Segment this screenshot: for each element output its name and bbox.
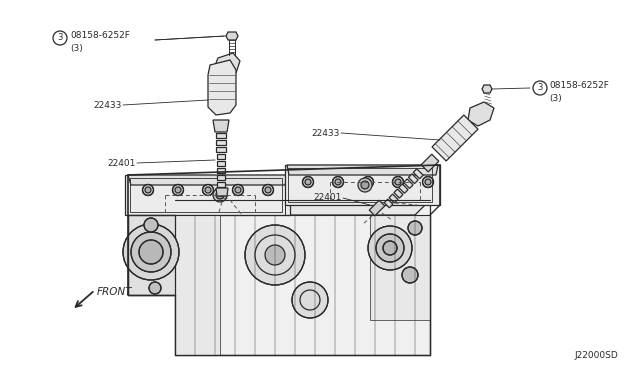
Polygon shape xyxy=(175,200,430,215)
Polygon shape xyxy=(128,215,175,295)
Circle shape xyxy=(143,185,154,196)
Polygon shape xyxy=(226,32,238,40)
Polygon shape xyxy=(216,188,228,196)
Circle shape xyxy=(145,187,151,193)
Circle shape xyxy=(213,188,227,202)
Polygon shape xyxy=(214,53,240,76)
Circle shape xyxy=(368,226,412,270)
Text: 08158-6252F: 08158-6252F xyxy=(70,31,130,39)
Text: 3: 3 xyxy=(58,33,63,42)
Circle shape xyxy=(408,221,422,235)
Polygon shape xyxy=(128,175,288,185)
Polygon shape xyxy=(482,85,492,93)
Circle shape xyxy=(425,179,431,185)
Polygon shape xyxy=(213,120,229,132)
Circle shape xyxy=(232,185,243,196)
Text: 3: 3 xyxy=(538,83,543,93)
Polygon shape xyxy=(370,215,430,320)
Circle shape xyxy=(362,176,374,187)
Polygon shape xyxy=(218,182,225,187)
Polygon shape xyxy=(216,147,226,152)
Circle shape xyxy=(202,185,214,196)
Polygon shape xyxy=(369,200,385,216)
Text: 22433: 22433 xyxy=(312,128,340,138)
Circle shape xyxy=(173,185,184,196)
Text: (3): (3) xyxy=(70,44,83,53)
Polygon shape xyxy=(394,189,403,198)
Polygon shape xyxy=(432,115,478,161)
Circle shape xyxy=(333,176,344,187)
Polygon shape xyxy=(389,194,398,203)
Polygon shape xyxy=(404,179,413,188)
Circle shape xyxy=(392,176,403,187)
Text: 08158-6252F: 08158-6252F xyxy=(549,80,609,90)
Polygon shape xyxy=(217,161,225,166)
Circle shape xyxy=(139,240,163,264)
Text: 22433: 22433 xyxy=(93,100,122,109)
Circle shape xyxy=(144,218,158,232)
Polygon shape xyxy=(216,140,226,145)
Circle shape xyxy=(395,179,401,185)
Circle shape xyxy=(235,187,241,193)
Circle shape xyxy=(131,232,171,272)
Circle shape xyxy=(422,176,433,187)
Circle shape xyxy=(402,267,418,283)
Polygon shape xyxy=(125,175,290,215)
Circle shape xyxy=(216,191,224,199)
Circle shape xyxy=(175,187,181,193)
Circle shape xyxy=(123,224,179,280)
Text: 22401: 22401 xyxy=(314,193,342,202)
Polygon shape xyxy=(408,174,418,183)
Circle shape xyxy=(262,185,273,196)
Circle shape xyxy=(149,282,161,294)
Polygon shape xyxy=(421,154,439,172)
Circle shape xyxy=(365,179,371,185)
Circle shape xyxy=(361,181,369,189)
Polygon shape xyxy=(287,165,438,175)
Polygon shape xyxy=(216,133,226,138)
Polygon shape xyxy=(468,102,494,126)
Polygon shape xyxy=(285,165,440,205)
Circle shape xyxy=(358,178,372,192)
Polygon shape xyxy=(216,154,225,159)
Circle shape xyxy=(305,179,311,185)
Circle shape xyxy=(265,187,271,193)
Polygon shape xyxy=(217,175,225,180)
Polygon shape xyxy=(175,200,430,355)
Polygon shape xyxy=(399,184,408,193)
Circle shape xyxy=(265,245,285,265)
Polygon shape xyxy=(175,215,220,355)
Polygon shape xyxy=(384,199,393,208)
Text: FRONT: FRONT xyxy=(97,287,132,297)
Polygon shape xyxy=(217,168,225,173)
Circle shape xyxy=(292,282,328,318)
Polygon shape xyxy=(413,169,423,179)
Circle shape xyxy=(205,187,211,193)
Text: (3): (3) xyxy=(549,94,562,103)
Polygon shape xyxy=(208,60,236,115)
Circle shape xyxy=(303,176,314,187)
Circle shape xyxy=(335,179,341,185)
Circle shape xyxy=(376,234,404,262)
Circle shape xyxy=(245,225,305,285)
Text: J22000SD: J22000SD xyxy=(574,351,618,360)
Text: 22401: 22401 xyxy=(108,158,136,167)
Circle shape xyxy=(383,241,397,255)
